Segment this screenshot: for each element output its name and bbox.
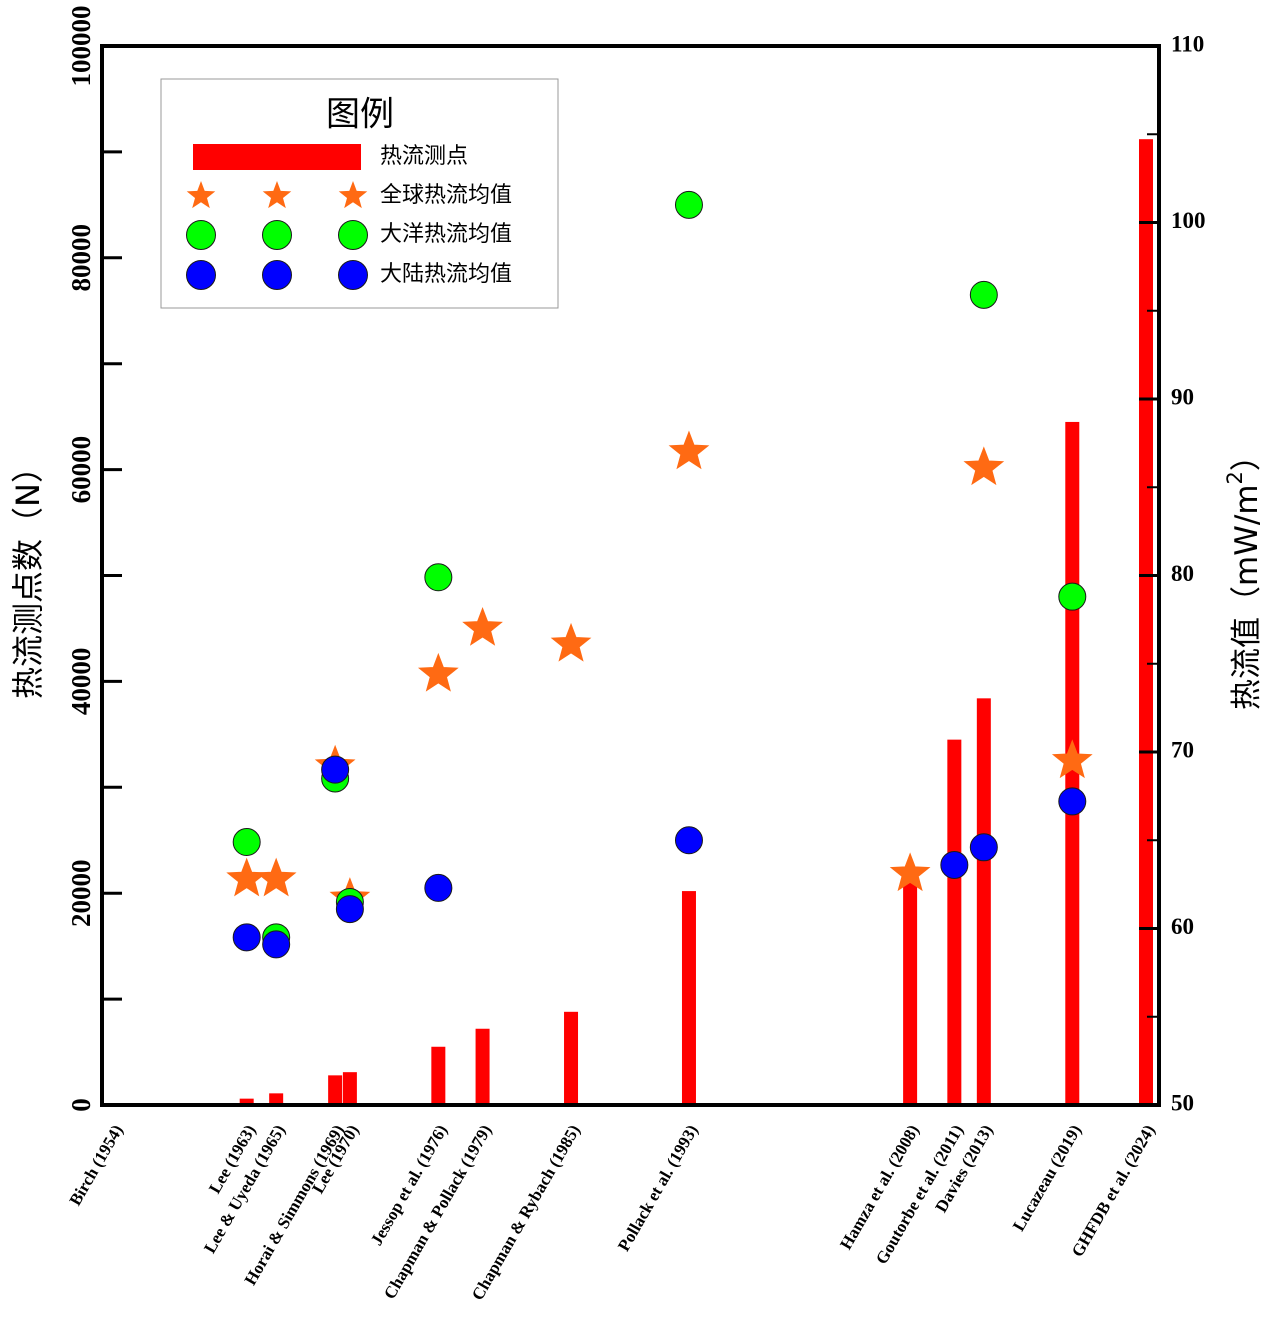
continent-marker-2013	[969, 833, 998, 862]
ocean-marker-1976	[424, 563, 453, 592]
right-tick-label: 70	[1171, 737, 1194, 762]
legend-circle-swatch	[262, 220, 292, 250]
continent-marker-1965	[262, 930, 291, 959]
x-tick-label-2024: GHFDB et al. (2024)	[1068, 1121, 1159, 1260]
continent-marker-1963	[232, 923, 261, 952]
left-tick-label: 60000	[66, 436, 96, 504]
legend-circle-swatch	[338, 220, 368, 250]
bar-2024	[1139, 139, 1153, 1105]
bar-2008	[903, 880, 918, 1105]
legend-entry-label: 热流测点	[380, 144, 468, 169]
star-marker-1985	[550, 622, 592, 662]
bar-1969	[328, 1075, 343, 1105]
left-tick-label: 80000	[66, 224, 96, 292]
legend-circle-swatch	[186, 220, 216, 250]
legend-star-swatch	[186, 181, 216, 209]
left-tick-label: 0	[66, 1098, 96, 1112]
legend-entry-label: 大陆热流均值	[380, 262, 512, 287]
continent-marker-2019	[1058, 787, 1087, 816]
ocean-marker-1993	[674, 190, 703, 219]
legend-star-swatch	[338, 181, 368, 209]
right-tick-label: 110	[1171, 31, 1204, 56]
markers-layer	[226, 190, 1093, 959]
ocean-marker-2013	[969, 280, 998, 309]
bar-1963	[239, 1098, 254, 1105]
star-marker-1965	[255, 857, 297, 897]
continent-marker-2011	[940, 850, 969, 879]
ocean-marker-1963	[232, 828, 261, 857]
legend-star-swatch	[262, 181, 292, 209]
continent-marker-1993	[674, 826, 703, 855]
star-marker-1993	[668, 430, 710, 470]
legend-bar-swatch	[193, 144, 361, 170]
bar-1985	[564, 1011, 579, 1105]
legend-title: 图例	[326, 95, 394, 135]
legend-circle-swatch	[338, 260, 368, 290]
x-tick-label-1954: Birch (1954)	[65, 1121, 126, 1208]
left-tick-label: 20000	[66, 859, 96, 927]
star-marker-1963	[226, 857, 268, 897]
x-tick-label-1976: Jessop et al. (1976)	[367, 1121, 451, 1248]
continent-marker-1970	[335, 895, 364, 924]
right-tick-label: 100	[1171, 208, 1206, 233]
x-tick-label-1993: Pollack et al. (1993)	[614, 1121, 702, 1254]
bar-1965	[269, 1093, 284, 1105]
ocean-marker-2019	[1058, 582, 1087, 611]
x-tick-label-2008: Hamza et al. (2008)	[836, 1121, 923, 1252]
legend-circle-swatch	[262, 260, 292, 290]
bar-1993	[681, 891, 696, 1105]
legend-entry-label: 大洋热流均值	[380, 222, 512, 247]
bar-1976	[431, 1046, 446, 1105]
bar-1970	[342, 1072, 357, 1105]
continent-marker-1969	[321, 755, 350, 784]
bar-1979	[475, 1028, 490, 1105]
left-tick-label: 100000	[66, 6, 96, 87]
bar-2011	[947, 739, 962, 1105]
star-marker-1979	[462, 607, 503, 646]
right-tick-label: 60	[1171, 914, 1194, 939]
x-tick-label-2019: Lucazeau (2019)	[1009, 1121, 1085, 1234]
x-tick-label-1985: Chapman & Rybach (1985)	[468, 1121, 584, 1303]
right-axis-title: 热流值（mW/m2）	[1223, 440, 1265, 710]
right-tick-label: 90	[1171, 384, 1194, 409]
right-tick-label: 50	[1171, 1090, 1194, 1115]
star-marker-2019	[1051, 739, 1093, 779]
legend-entry-label: 全球热流均值	[380, 183, 512, 208]
continent-marker-1976	[424, 873, 453, 902]
star-marker-2013	[963, 446, 1005, 486]
right-tick-label: 80	[1171, 561, 1194, 586]
bar-2013	[976, 698, 991, 1105]
star-marker-2008	[889, 852, 931, 892]
legend-circle-swatch	[186, 260, 216, 290]
left-tick-label: 40000	[66, 648, 96, 716]
star-marker-1976	[417, 652, 459, 692]
left-axis-title: 热流测点数（N）	[9, 451, 47, 699]
